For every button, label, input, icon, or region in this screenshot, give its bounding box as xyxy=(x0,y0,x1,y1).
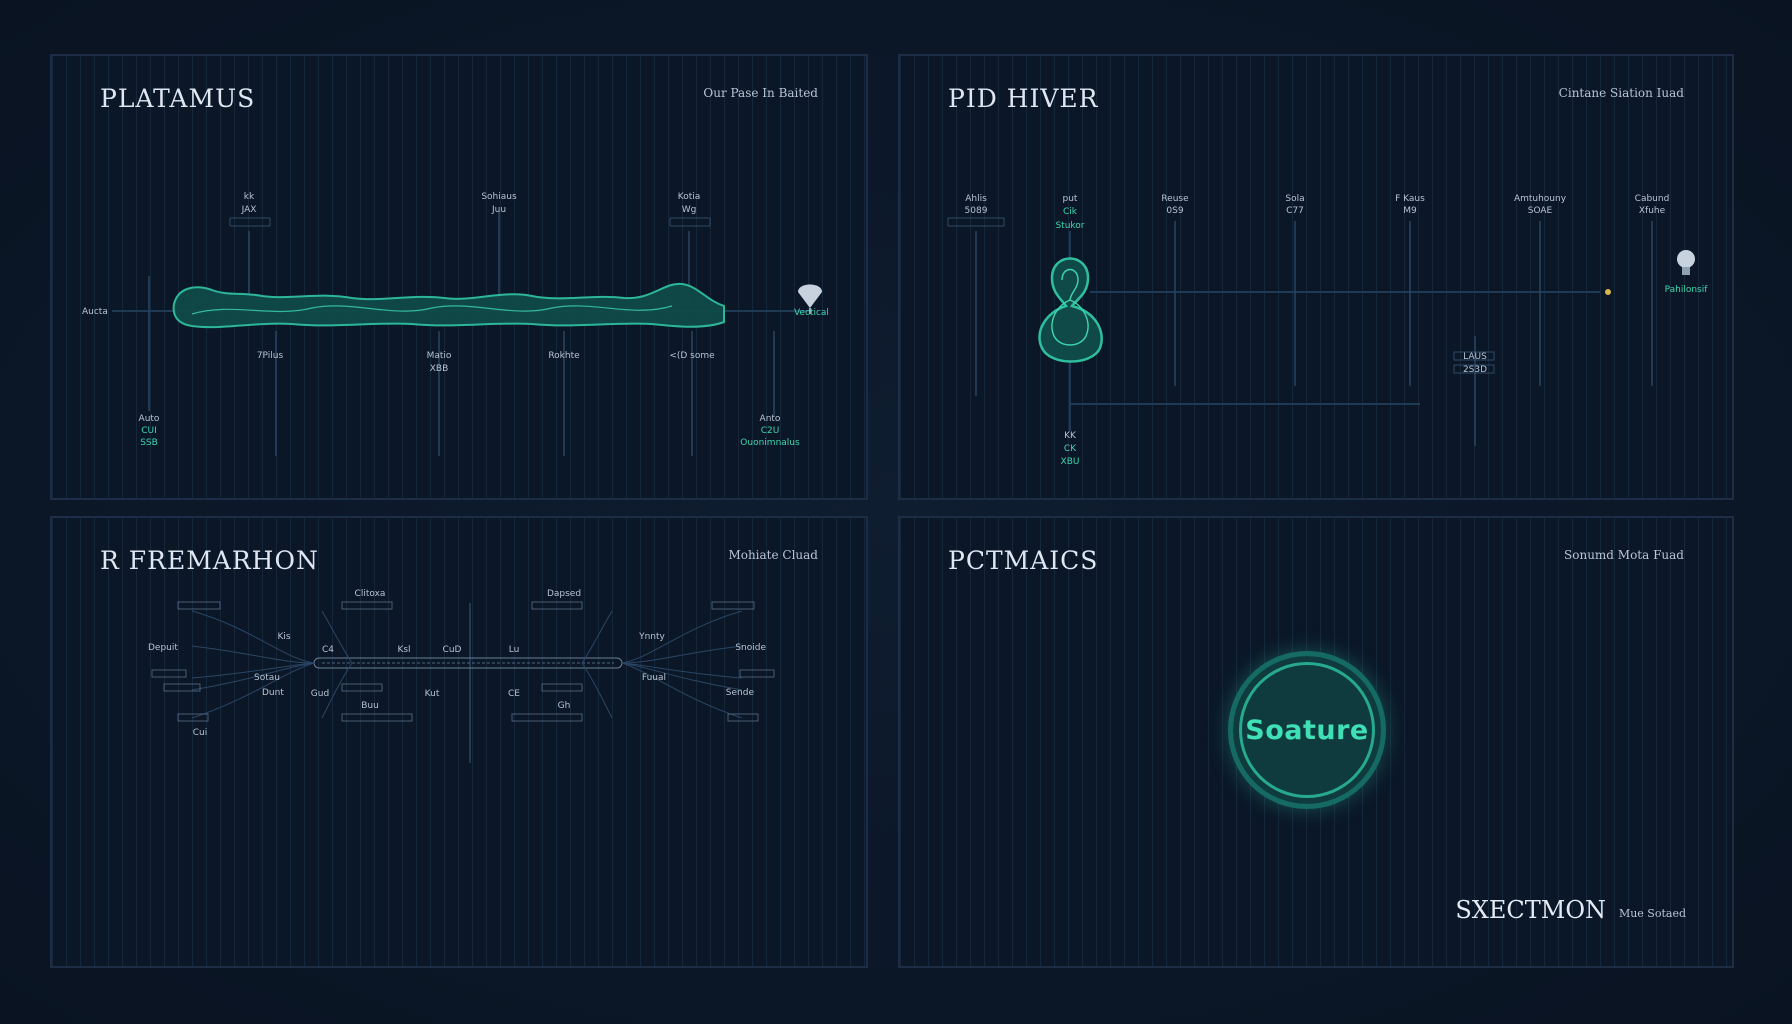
network-diagram: Ahlis 5089 put Cik Stukor Reuse 0S9 Sola… xyxy=(947,194,1709,467)
marker-dot xyxy=(1605,289,1611,295)
inner-label: Gh xyxy=(558,701,571,711)
label-top-3-sub: Wg xyxy=(682,205,697,215)
label-below-3: Rokhte xyxy=(548,351,580,361)
label-bottom-left-3: SSB xyxy=(140,438,158,448)
pin-icon xyxy=(1677,250,1695,275)
badge-label: Soature xyxy=(1245,714,1369,746)
label-top-2: Sohiaus xyxy=(481,192,517,202)
bell-icon xyxy=(798,284,822,314)
inner-label: Kut xyxy=(425,689,440,699)
panel-title: PCTMAICS xyxy=(948,546,1099,575)
left-label-2: Sotau xyxy=(254,673,280,683)
right-label-1: Snoide xyxy=(735,643,766,653)
label-top-2-sub: Juu xyxy=(491,205,506,215)
node-value: SOAE xyxy=(1528,206,1553,216)
node-value: C77 xyxy=(1286,206,1304,216)
panel-corner-label: Cintane Siation Iuad xyxy=(1558,86,1684,100)
node-label: Amtuhouny xyxy=(1514,194,1567,204)
waveform-inner-line xyxy=(191,305,673,315)
node-value: 0S9 xyxy=(1166,206,1183,216)
panel-corner-label: Sonumd Mota Fuad xyxy=(1564,548,1684,562)
bottom-label-2: CK xyxy=(1064,444,1077,454)
flow-diagram: Clitoxa Dapsed Depuit Sotau Dunt Snoide … xyxy=(148,589,775,763)
label-bottom-right-3: Ouonimnalus xyxy=(740,438,800,448)
inner-label: Buu xyxy=(361,701,379,711)
panel-pctmaics: PCTMAICS Sonumd Mota Fuad Soature SXECTM… xyxy=(898,516,1734,968)
bottom-label-1: KK xyxy=(1064,431,1077,441)
fan-lines-left xyxy=(191,610,353,719)
node-label: Cabund xyxy=(1635,194,1670,204)
inner-label: Gud xyxy=(311,689,329,699)
signature-badge[interactable]: Soature xyxy=(1228,651,1386,809)
label-right: Vectical xyxy=(794,308,829,318)
label-bottom-right-1: Anto xyxy=(760,414,781,424)
label-bottom-left-1: Auto xyxy=(139,414,160,424)
label-box xyxy=(1453,364,1495,374)
label-below-2: Matio xyxy=(427,351,452,361)
label-bottom-right-2: C2U xyxy=(761,426,780,436)
node-label: F Kaus xyxy=(1395,194,1425,204)
node-boxes xyxy=(151,601,775,722)
panel-title: PID HIVER xyxy=(948,84,1099,113)
node-value: Xfuhe xyxy=(1639,206,1666,216)
node-label: put xyxy=(1063,194,1078,204)
label-top-1-sub: JAX xyxy=(241,205,257,215)
panel-corner-label: Mohiate Cluad xyxy=(728,548,818,562)
inner-label: CuD xyxy=(443,645,462,655)
fan-lines-right xyxy=(581,610,743,719)
label-box xyxy=(1453,351,1495,361)
label-top-3: Kotia xyxy=(678,192,701,202)
inner-label: Cui xyxy=(193,728,208,738)
label-top-1: kk xyxy=(244,192,255,202)
panel-title: R FREMARHON xyxy=(100,546,319,575)
label-box xyxy=(947,217,1005,227)
center-label-1: LAUS xyxy=(1463,352,1487,362)
inner-label: CE xyxy=(508,689,520,699)
panel-r-fremarhon: R FREMARHON Mohiate Cluad xyxy=(50,516,868,968)
node-label: Reuse xyxy=(1161,194,1189,204)
label-below-2-sub: XBB xyxy=(430,364,449,374)
left-label-3: Dunt xyxy=(262,688,284,698)
right-label-3: Sende xyxy=(726,688,755,698)
inner-label: Ynnty xyxy=(638,632,665,642)
panel-platamus: PLATAMUS Our Pase In Baited kk xyxy=(50,54,868,500)
panel-pid-hiver: PID HIVER Cintane Siation Iuad Ahlis 508… xyxy=(898,54,1734,500)
label-box xyxy=(669,217,711,227)
center-label-2: 2S3D xyxy=(1463,365,1487,375)
inner-label: Lu xyxy=(509,645,520,655)
inner-label: Kis xyxy=(277,632,290,642)
panel-corner-label: Our Pase In Baited xyxy=(703,86,818,100)
node-label: Ahlis xyxy=(965,194,987,204)
inner-label: C4 xyxy=(322,645,334,655)
label-bottom-left-2: CUI xyxy=(141,426,157,436)
node-value: Cik xyxy=(1063,207,1078,217)
inner-label: Ksl xyxy=(397,645,410,655)
label-box xyxy=(229,217,271,227)
node-sub: Stukor xyxy=(1055,221,1084,231)
panel-title: PLATAMUS xyxy=(100,84,256,113)
section-footer-title: SXECTMON xyxy=(1455,896,1606,924)
node-value: M9 xyxy=(1403,206,1417,216)
node-shape xyxy=(1038,257,1103,363)
section-footer-sub: Mue Sotaed xyxy=(1618,907,1686,920)
node-value: 5089 xyxy=(965,206,988,216)
right-label-2: Fuual xyxy=(642,673,666,683)
top-label-1: Clitoxa xyxy=(355,589,386,599)
node-label: Sola xyxy=(1285,194,1304,204)
left-label-1: Depuit xyxy=(148,643,178,653)
label-left: Aucta xyxy=(82,307,108,317)
top-label-2: Dapsed xyxy=(547,589,581,599)
label-below-1: 7Pilus xyxy=(257,351,284,361)
label-below-4: <(D some xyxy=(669,351,715,361)
right-label: Pahilonsif xyxy=(1665,285,1709,295)
timeline-diagram: kk JAX Sohiaus Juu Kotia Wg Aucta Vectic… xyxy=(82,192,829,456)
bottom-label-3: XBU xyxy=(1061,457,1080,467)
